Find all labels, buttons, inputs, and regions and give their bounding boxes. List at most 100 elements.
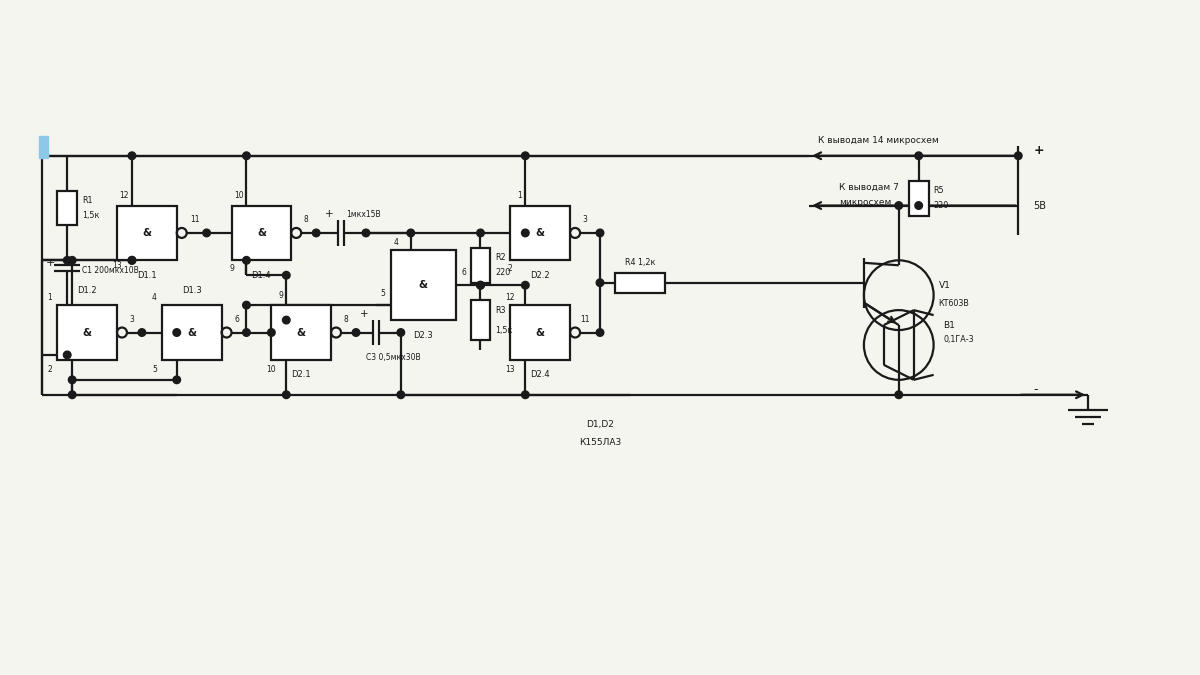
Circle shape [914,152,923,159]
Text: 11: 11 [581,315,590,324]
Circle shape [596,229,604,237]
Circle shape [895,202,902,209]
Text: +: + [1033,144,1044,157]
Text: 220: 220 [496,268,511,277]
Text: 6: 6 [461,268,466,277]
Bar [614,273,665,293]
Text: 1,5к: 1,5к [82,211,100,220]
Text: &: & [187,327,196,338]
Text: 13: 13 [112,261,122,270]
Text: &: & [535,327,545,338]
Text: R2: R2 [496,253,506,263]
Text: 1,5к: 1,5к [496,325,512,335]
Circle shape [476,281,485,289]
Text: 12: 12 [120,191,128,200]
Text: C3 0,5мкх30В: C3 0,5мкх30В [366,353,420,362]
Bar [58,190,77,225]
Text: 13: 13 [505,365,515,375]
Circle shape [522,229,529,237]
Text: &: & [535,228,545,238]
Text: +: + [46,259,55,268]
Text: R1: R1 [82,196,92,205]
Circle shape [242,329,251,336]
Text: К выводам 14 микросхем: К выводам 14 микросхем [818,136,940,145]
Circle shape [522,391,529,398]
Bar [510,305,570,360]
Text: К выводам 7: К выводам 7 [839,183,899,192]
Text: 10: 10 [266,365,276,375]
Text: КТ603В: КТ603В [938,298,970,308]
Circle shape [282,317,290,324]
Text: 10: 10 [234,191,244,200]
Text: R4 1,2к: R4 1,2к [625,259,655,267]
Text: 9: 9 [278,291,283,300]
Bar [271,305,331,360]
Circle shape [353,329,360,336]
Circle shape [397,329,404,336]
Circle shape [128,256,136,264]
Text: 220: 220 [934,201,949,210]
Bar [116,206,176,261]
Text: 2: 2 [48,365,53,375]
Bar [470,248,491,283]
Text: D1.1: D1.1 [137,271,157,279]
Circle shape [68,376,76,383]
Text: 11: 11 [190,215,199,225]
Text: &: & [296,327,306,338]
Text: микросхем: микросхем [839,198,892,207]
Text: 1мкх15В: 1мкх15В [346,209,380,219]
Circle shape [596,279,604,286]
Circle shape [203,229,210,237]
Text: +: + [325,209,334,219]
Circle shape [407,229,414,237]
Text: 2: 2 [508,264,512,273]
Circle shape [476,229,485,237]
Text: 5В: 5В [1033,200,1046,211]
Bar [232,206,292,261]
Text: 3: 3 [130,315,134,324]
Text: 8: 8 [343,315,348,324]
Circle shape [914,202,923,209]
Text: 12: 12 [505,293,515,302]
Text: 4: 4 [152,293,157,302]
Circle shape [64,256,71,264]
Text: D2.2: D2.2 [530,271,550,279]
Text: &: & [143,228,151,238]
Text: +: + [360,308,368,319]
Circle shape [68,256,76,264]
Text: V1: V1 [938,281,950,290]
Text: 6: 6 [234,315,239,324]
Text: -: - [1033,383,1038,396]
Text: R3: R3 [496,306,506,315]
Bar [391,250,456,320]
Text: 0,1ГА-3: 0,1ГА-3 [943,335,974,344]
Circle shape [596,329,604,336]
Circle shape [282,271,290,279]
Circle shape [128,152,136,159]
Text: 5: 5 [380,289,385,298]
Text: 3: 3 [583,215,588,225]
Circle shape [68,391,76,398]
Circle shape [242,256,251,264]
Bar [58,305,116,360]
Circle shape [895,391,902,398]
Text: D1.3: D1.3 [182,286,202,295]
Circle shape [128,256,136,264]
Text: 4: 4 [394,238,398,247]
Circle shape [268,329,275,336]
Circle shape [397,391,404,398]
Circle shape [173,376,180,383]
Text: &: & [83,327,91,338]
Circle shape [242,301,251,309]
Text: 1: 1 [517,191,522,200]
Text: 5: 5 [152,365,157,375]
Text: D1.2: D1.2 [77,286,97,295]
Circle shape [312,229,320,237]
Circle shape [522,281,529,289]
Circle shape [362,229,370,237]
Text: D2.1: D2.1 [292,371,311,379]
Bar [908,181,929,215]
Text: &: & [257,228,266,238]
Text: 8: 8 [304,215,308,225]
Circle shape [476,281,485,289]
